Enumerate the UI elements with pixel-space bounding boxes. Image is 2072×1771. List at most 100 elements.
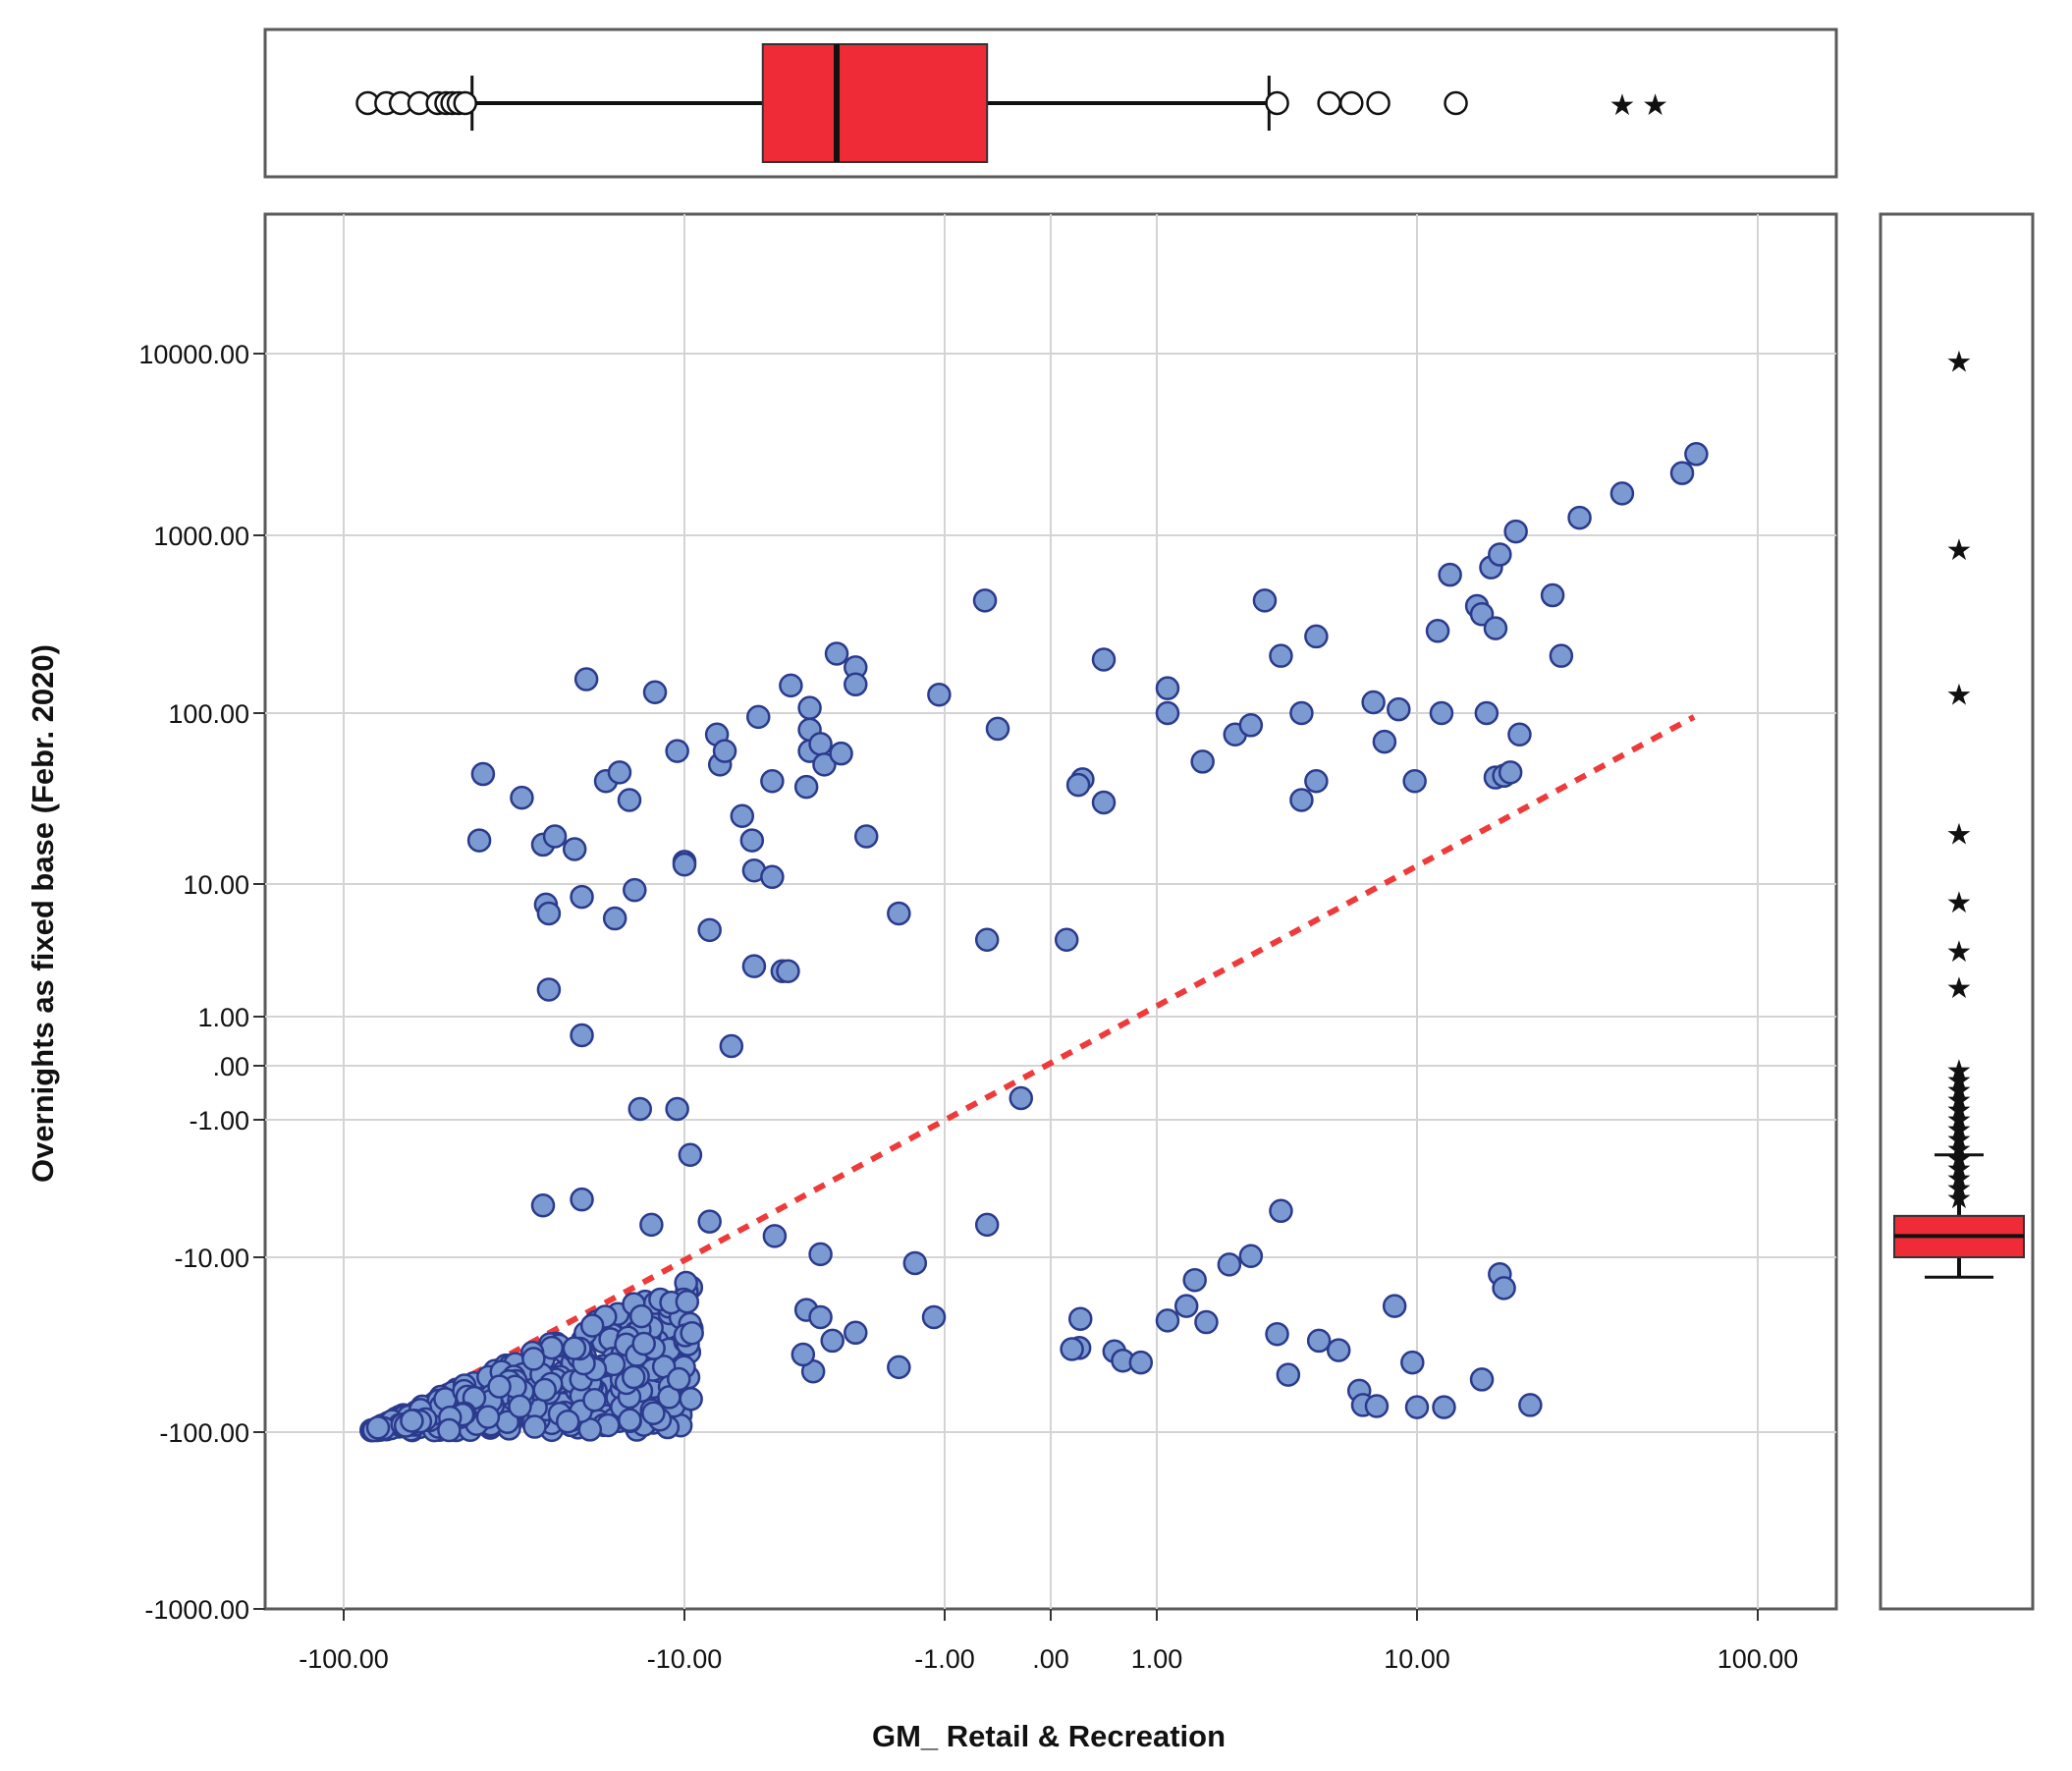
data-point	[657, 1385, 682, 1410]
data-point	[1438, 562, 1462, 587]
y-tick-label: 1000.00	[153, 522, 249, 551]
extreme-star: ★	[1946, 1054, 1973, 1088]
right-boxplot-frame	[1879, 212, 2035, 1611]
data-point	[746, 704, 771, 730]
data-point	[602, 906, 627, 931]
data-point	[1387, 696, 1411, 722]
data-point	[853, 824, 879, 849]
data-point	[1155, 1308, 1180, 1333]
data-point	[1289, 700, 1314, 726]
data-point	[1498, 760, 1523, 785]
data-point	[1194, 1309, 1219, 1335]
extreme-star: ★	[1946, 346, 1973, 380]
data-point	[1217, 1252, 1242, 1277]
x-boxplot: ★ ★	[355, 43, 1668, 163]
data-point	[779, 673, 803, 698]
data-point	[1276, 1362, 1301, 1387]
data-point	[844, 1320, 868, 1346]
data-point	[1503, 519, 1528, 544]
data-point	[820, 1328, 845, 1354]
extreme-star: ★	[1946, 971, 1973, 1006]
fit-line	[375, 714, 1696, 1429]
gridlines	[265, 214, 1836, 1609]
data-point	[887, 901, 911, 926]
x-tick-label: 10.00	[1384, 1644, 1450, 1674]
extreme-star: ★	[1946, 1162, 1973, 1196]
extreme-star: ★	[1946, 1113, 1973, 1147]
data-point	[617, 788, 642, 812]
y-boxplot: ★★★★★★★★★★★★★★★★★★★★★	[1893, 346, 2025, 1279]
data-point	[530, 1193, 556, 1218]
y-tick-label: 100.00	[168, 699, 249, 729]
extreme-star: ★	[1946, 818, 1973, 853]
extreme-star: ★	[1946, 1152, 1973, 1187]
data-point	[776, 959, 800, 984]
extreme-star: ★	[1946, 1172, 1973, 1206]
x-tick-label: .00	[1032, 1644, 1069, 1674]
data-point	[628, 1303, 654, 1329]
data-point	[1404, 1395, 1430, 1419]
data-point	[475, 1405, 501, 1429]
data-point	[573, 667, 599, 692]
data-point	[1364, 1394, 1390, 1418]
data-point	[1669, 461, 1695, 485]
y-tick-label: -1.00	[189, 1106, 249, 1135]
data-point	[712, 739, 737, 763]
data-point	[607, 760, 632, 785]
y-tick-label: 1.00	[197, 1003, 249, 1032]
extreme-star: ★	[1946, 1142, 1973, 1177]
outlier-circle	[453, 90, 477, 116]
data-point	[1306, 1328, 1332, 1354]
extreme-star: ★	[1642, 88, 1668, 123]
data-point	[582, 1388, 607, 1412]
data-point	[1400, 1350, 1425, 1375]
data-point	[1609, 481, 1635, 506]
data-point	[570, 1023, 594, 1048]
data-point	[808, 1304, 833, 1330]
data-point	[1067, 1306, 1093, 1331]
outlier-circle	[1444, 90, 1468, 116]
data-point	[1190, 749, 1215, 774]
data-point	[1567, 505, 1592, 530]
extreme-star: ★	[1946, 678, 1973, 712]
extreme-star: ★	[1946, 1133, 1973, 1167]
data-point	[829, 741, 853, 766]
data-point	[487, 1374, 512, 1399]
data-point	[623, 877, 647, 903]
data-point	[1155, 700, 1180, 726]
iqr-box	[761, 43, 989, 163]
data-point	[622, 1364, 646, 1390]
extreme-star: ★	[1946, 1103, 1973, 1137]
data-point	[536, 901, 562, 926]
extreme-star: ★	[1946, 1064, 1973, 1098]
data-point	[927, 682, 952, 707]
data-point	[570, 1187, 594, 1212]
y-axis-title: Overnights as fixed base (Febr. 2020)	[26, 644, 60, 1183]
data-point	[522, 1414, 547, 1439]
data-point	[536, 977, 562, 1002]
data-point	[627, 1096, 653, 1122]
data-point	[887, 1355, 911, 1380]
data-point	[618, 1408, 642, 1433]
y-tick-label: 10.00	[183, 870, 249, 900]
y-tick-label: 10000.00	[138, 340, 249, 369]
x-tick-label: -100.00	[299, 1644, 389, 1674]
data-point	[1488, 542, 1512, 567]
data-point	[665, 1096, 689, 1122]
y-tick-label: .00	[212, 1052, 249, 1081]
data-point	[902, 1250, 928, 1276]
data-point	[1065, 772, 1091, 798]
scatter-points	[358, 442, 1709, 1443]
outlier-circle	[1317, 90, 1341, 116]
data-point	[679, 1387, 703, 1411]
data-point	[797, 695, 822, 720]
data-point	[974, 927, 1000, 952]
data-point	[532, 1377, 557, 1403]
data-point	[808, 1242, 833, 1267]
y-tick-label: -100.00	[159, 1418, 249, 1448]
data-point	[1492, 1276, 1516, 1301]
data-point	[697, 917, 722, 943]
data-point	[542, 824, 568, 849]
data-point	[642, 680, 668, 705]
outlier-circle	[1366, 90, 1390, 116]
